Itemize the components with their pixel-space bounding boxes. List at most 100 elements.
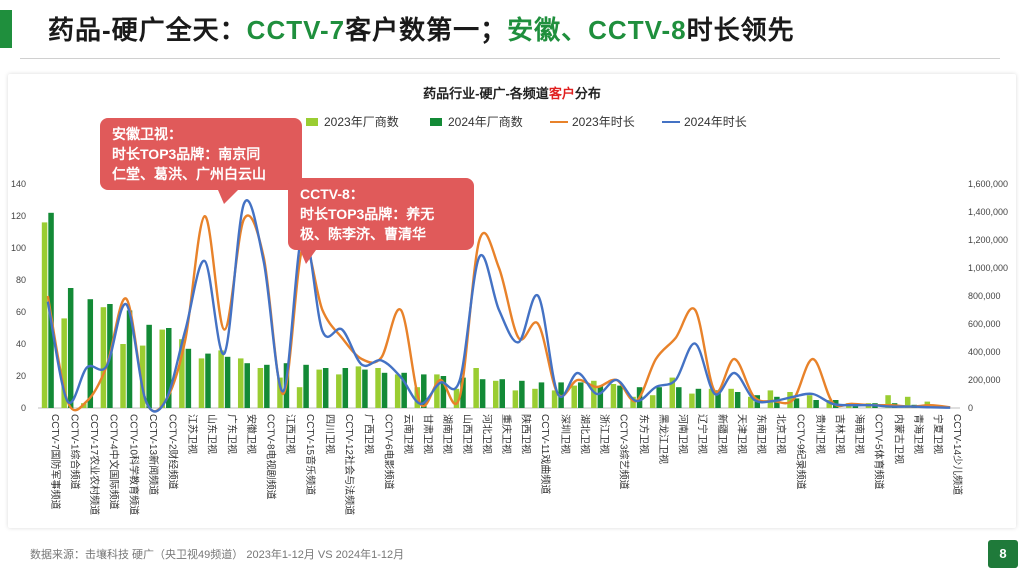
bar-0-33 bbox=[689, 393, 695, 408]
x-tick-label-14: 四川卫视 bbox=[323, 414, 336, 454]
bar-0-3 bbox=[100, 307, 107, 408]
x-tick-label-15: CCTV-12社会与法频道 bbox=[343, 414, 356, 515]
right-axis-tick-8: 1,600,000 bbox=[968, 179, 1008, 189]
x-tick-label-29: CCTV-3综艺频道 bbox=[618, 414, 631, 490]
legend-label-1: 2024年厂商数 bbox=[448, 114, 523, 129]
x-tick-label-26: 深圳卫视 bbox=[559, 414, 572, 454]
bar-0-31 bbox=[649, 395, 656, 408]
title-part3: 安徽、CCTV-8 bbox=[507, 15, 687, 45]
legend-label-0: 2023年厂商数 bbox=[324, 114, 399, 129]
bar-0-38 bbox=[787, 392, 793, 408]
x-tick-label-3: CCTV-4中文国际频道 bbox=[108, 414, 121, 510]
x-tick-label-16: 广西卫视 bbox=[363, 414, 376, 454]
x-tick-label-6: CCTV-2财经频道 bbox=[167, 414, 180, 490]
left-axis-tick-1: 20 bbox=[16, 371, 26, 381]
x-tick-label-39: 贵州卫视 bbox=[814, 414, 827, 454]
bar-0-9 bbox=[218, 350, 224, 408]
x-tick-label-10: 安徽卫视 bbox=[245, 414, 258, 454]
bar-1-27 bbox=[577, 382, 584, 408]
bar-1-38 bbox=[793, 398, 800, 408]
left-axis-tick-5: 100 bbox=[11, 243, 26, 253]
bar-1-1 bbox=[67, 288, 74, 408]
bar-1-17 bbox=[381, 372, 388, 408]
slide-title: 药品-硬广全天：CCTV-7客户数第一；安徽、CCTV-8时长领先 bbox=[48, 10, 795, 50]
x-tick-label-5: CCTV-13新闻频道 bbox=[147, 414, 160, 495]
left-axis-tick-3: 60 bbox=[16, 307, 26, 317]
right-axis-tick-4: 800,000 bbox=[968, 291, 1001, 301]
bar-1-20 bbox=[440, 376, 447, 408]
x-tick-label-45: 宁夏卫视 bbox=[932, 414, 945, 454]
bar-1-13 bbox=[303, 364, 309, 408]
bar-1-7 bbox=[185, 348, 192, 408]
x-tick-label-19: 甘肃卫视 bbox=[422, 414, 435, 454]
left-axis-tick-0: 0 bbox=[21, 403, 26, 413]
bar-1-23 bbox=[499, 379, 505, 408]
x-tick-label-2: CCTV-17农业农村频道 bbox=[88, 414, 101, 515]
bar-1-34 bbox=[715, 390, 721, 408]
bar-1-10 bbox=[244, 363, 250, 408]
chart-canvas: 药品行业-硬广-各频道客户分布 2023年厂商数 2024年厂商数 2023年时长 20… bbox=[11, 86, 1008, 515]
bar-0-15 bbox=[336, 374, 342, 408]
right-axis-tick-7: 1,400,000 bbox=[968, 207, 1008, 217]
x-tick-label-43: 内蒙古卫视 bbox=[892, 414, 905, 464]
bar-0-18 bbox=[394, 374, 401, 408]
bar-1-16 bbox=[362, 369, 368, 408]
title-part1: CCTV-7 bbox=[246, 15, 346, 45]
callout-cctv8-line3: 极、陈李济、曹清华 bbox=[300, 226, 426, 242]
x-tick-label-46: CCTV-14少儿频道 bbox=[951, 414, 964, 495]
bar-0-25 bbox=[532, 388, 538, 408]
callout-anhui-line2: 时长TOP3品牌：南京同 bbox=[112, 146, 261, 162]
bar-0-5 bbox=[139, 345, 146, 408]
bar-0-40 bbox=[826, 400, 832, 408]
data-source-note: 数据来源：击壤科技 硬广（央卫视49频道） 2023年1-12月 VS 2024… bbox=[30, 549, 405, 561]
bar-1-33 bbox=[695, 388, 702, 408]
page-number-badge: 8 bbox=[988, 540, 1018, 568]
x-tick-label-42: CCTV-5体育频道 bbox=[873, 414, 886, 490]
callout-cctv8-line1: CCTV-8： bbox=[300, 186, 364, 202]
right-axis-tick-6: 1,200,000 bbox=[968, 235, 1008, 245]
bar-0-20 bbox=[434, 374, 440, 408]
callout-anhui-line1: 安徽卫视： bbox=[112, 126, 182, 142]
title-part2: 客户数第一； bbox=[345, 15, 508, 45]
x-tick-label-4: CCTV-10科学教育频道 bbox=[127, 414, 140, 515]
callout-anhui: 安徽卫视： 时长TOP3品牌：南京同 仁堂、葛洪、广州白云山 bbox=[100, 118, 302, 204]
bar-0-22 bbox=[473, 368, 479, 408]
bar-1-5 bbox=[146, 324, 152, 408]
bar-0-23 bbox=[493, 380, 499, 408]
x-tick-label-41: 海南卫视 bbox=[853, 414, 866, 454]
bar-0-13 bbox=[296, 387, 303, 408]
bar-0-6 bbox=[159, 329, 166, 408]
bar-0-8 bbox=[198, 358, 205, 408]
legend-swatch-0 bbox=[306, 118, 318, 126]
bar-0-4 bbox=[120, 344, 126, 408]
left-axis-tick-2: 40 bbox=[16, 339, 26, 349]
bar-1-9 bbox=[224, 356, 231, 408]
bar-0-1 bbox=[61, 318, 67, 408]
callout-cctv8-pointer bbox=[300, 250, 316, 264]
x-tick-label-31: 黑龙江卫视 bbox=[657, 414, 670, 464]
bar-0-28 bbox=[591, 380, 597, 408]
bar-0-17 bbox=[375, 368, 381, 408]
right-axis-tick-1: 200,000 bbox=[968, 375, 1001, 385]
callout-anhui-pointer bbox=[218, 190, 238, 204]
bar-1-18 bbox=[401, 372, 407, 408]
bar-0-37 bbox=[767, 390, 774, 408]
x-tick-label-27: 湖北卫视 bbox=[578, 414, 591, 454]
x-tick-label-8: 山东卫视 bbox=[206, 414, 219, 454]
right-axis-tick-5: 1,000,000 bbox=[968, 263, 1008, 273]
bar-1-29 bbox=[617, 385, 623, 408]
right-axis-tick-2: 400,000 bbox=[968, 347, 1001, 357]
bar-1-6 bbox=[166, 328, 172, 408]
x-tick-label-22: 河北卫视 bbox=[480, 414, 493, 454]
title-accent-bar bbox=[0, 10, 12, 48]
x-tick-label-9: 广东卫视 bbox=[225, 414, 238, 454]
left-axis-tick-7: 140 bbox=[11, 179, 26, 189]
x-tick-label-23: 重庆卫视 bbox=[500, 414, 513, 454]
bar-1-35 bbox=[734, 392, 741, 408]
x-tick-label-44: 青海卫视 bbox=[912, 414, 925, 454]
bar-0-21 bbox=[453, 388, 460, 408]
chart-title: 药品行业-硬广-各频道客户分布 bbox=[423, 86, 601, 101]
bar-1-2 bbox=[87, 299, 94, 408]
callout-cctv8-line2: 时长TOP3品牌：养无 bbox=[300, 206, 435, 222]
bar-1-32 bbox=[676, 387, 682, 408]
